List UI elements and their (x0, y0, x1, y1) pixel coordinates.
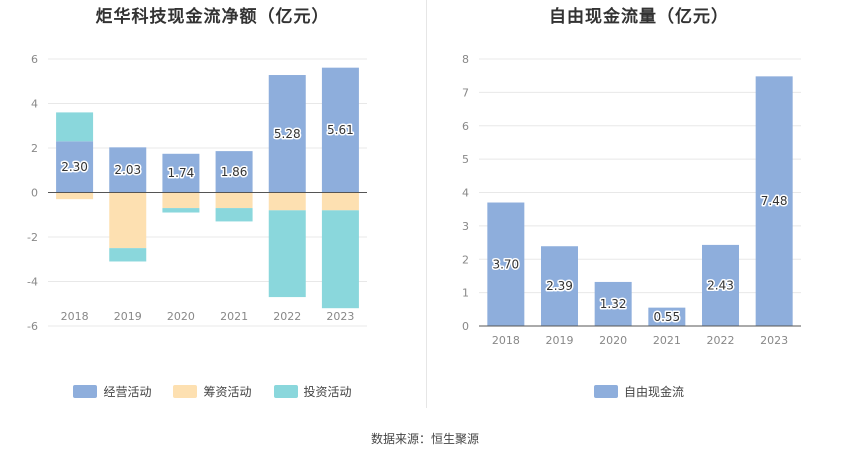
y-tick-label: 1 (462, 287, 469, 300)
bar-primary[interactable] (109, 147, 147, 193)
bar-series-1[interactable] (109, 192, 147, 249)
y-tick-label: -2 (27, 231, 38, 244)
legend-swatch (73, 385, 98, 398)
panel-divider (426, 0, 427, 408)
bar-primary[interactable] (648, 307, 686, 326)
bar-primary[interactable] (56, 141, 94, 193)
bar-series-1[interactable] (268, 192, 306, 211)
data-label: 2.30 (61, 160, 88, 174)
x-tick-label: 2022 (273, 310, 301, 323)
y-tick-label: -6 (27, 320, 38, 333)
bar-series-2[interactable] (321, 210, 359, 309)
legend-label: 自由现金流 (623, 385, 684, 399)
bar-primary[interactable] (755, 76, 793, 326)
data-label: 5.28 (274, 127, 301, 141)
y-tick-label: 0 (462, 320, 469, 333)
data-label: 3.70 (492, 257, 519, 271)
bar-primary[interactable] (487, 202, 525, 326)
bar-series-2[interactable] (109, 248, 147, 262)
x-tick-label: 2021 (653, 334, 681, 347)
y-tick-label: 4 (31, 98, 38, 111)
legend-item-free-cash-flow[interactable]: 自由现金流 (593, 383, 684, 400)
y-tick-label: 6 (31, 53, 38, 66)
bar-primary[interactable] (162, 153, 200, 193)
legend-item-investing[interactable]: 投资活动 (273, 383, 352, 400)
bar-primary[interactable] (268, 75, 306, 193)
y-tick-label: 5 (462, 153, 469, 166)
data-label: 2.43 (707, 278, 734, 292)
x-tick-label: 2023 (760, 334, 788, 347)
legend: 经营活动 筹资活动 投资活动 (0, 383, 425, 400)
chart-title: 自由现金流量（亿元） (549, 7, 729, 27)
y-tick-label: 6 (462, 120, 469, 133)
y-tick-label: 4 (462, 187, 469, 200)
legend: 自由现金流 (428, 383, 850, 400)
bar-primary[interactable] (702, 244, 739, 326)
legend-label: 投资活动 (303, 385, 352, 399)
data-source-note: 数据来源：恒生聚源 (370, 432, 479, 446)
bar-series-1[interactable] (56, 192, 94, 200)
y-tick-label: 3 (462, 220, 469, 233)
cash-flow-net-plot: -6 -4 -2 0 2 4 6 2018 2019 2020 2021 2022 2023 2.30 2.… (27, 53, 367, 333)
data-label: 1.74 (168, 166, 195, 180)
legend-item-financing[interactable]: 筹资活动 (173, 383, 252, 400)
x-tick-label: 2020 (167, 310, 195, 323)
data-label: 0.55 (653, 310, 680, 324)
y-tick-label: -4 (27, 276, 38, 289)
y-tick-label: 2 (31, 142, 38, 155)
bar-primary[interactable] (541, 246, 578, 326)
bar-primary[interactable] (321, 67, 359, 193)
data-label: 1.32 (600, 297, 627, 311)
y-tick-label: 2 (462, 253, 469, 266)
bar-series-1[interactable] (162, 192, 200, 209)
data-label: 1.86 (221, 165, 248, 179)
data-label: 5.61 (327, 123, 354, 137)
legend-item-operating[interactable]: 经营活动 (73, 383, 151, 400)
legend-label: 经营活动 (103, 385, 152, 399)
data-label: 7.48 (761, 194, 788, 208)
x-tick-label: 2021 (220, 310, 248, 323)
x-tick-label: 2019 (546, 334, 574, 347)
y-tick-label: 7 (462, 86, 469, 99)
free-cash-flow-plot: 0 1 2 3 4 5 6 7 8 2018 2019 2020 2021 2022 2023 3.70 2.3… (462, 53, 801, 347)
legend-swatch (173, 385, 198, 398)
y-tick-label: 0 (31, 187, 38, 200)
legend-swatch (593, 385, 618, 398)
chart-title: 炬华科技现金流净额（亿元） (95, 7, 330, 27)
y-tick-label: 8 (462, 53, 469, 66)
bar-primary[interactable] (215, 151, 253, 193)
bar-series-2[interactable] (162, 208, 200, 213)
x-tick-label: 2018 (492, 334, 520, 347)
bar-series-2[interactable] (215, 208, 253, 222)
x-tick-label: 2022 (707, 334, 735, 347)
bar-series-1[interactable] (321, 192, 359, 211)
data-label: 2.39 (546, 279, 573, 293)
bar-series-2[interactable] (56, 112, 94, 142)
x-tick-label: 2019 (114, 310, 142, 323)
x-tick-label: 2023 (326, 310, 354, 323)
bar-series-1[interactable] (215, 192, 253, 209)
free-cash-flow-chart: 自由现金流量（亿元） 0 1 2 3 4 5 6 7 8 2018 2019 2020 2021 2022… (428, 0, 850, 420)
cash-flow-net-chart: 炬华科技现金流净额（亿元） -6 -4 -2 0 2 4 6 2018 2019 2020 2021… (0, 0, 425, 420)
bar-primary[interactable] (594, 281, 632, 326)
legend-swatch (273, 385, 298, 398)
bar-series-2[interactable] (268, 210, 306, 298)
x-tick-label: 2020 (599, 334, 627, 347)
data-label: 2.03 (114, 163, 141, 177)
x-tick-label: 2018 (61, 310, 89, 323)
legend-label: 筹资活动 (203, 385, 252, 399)
